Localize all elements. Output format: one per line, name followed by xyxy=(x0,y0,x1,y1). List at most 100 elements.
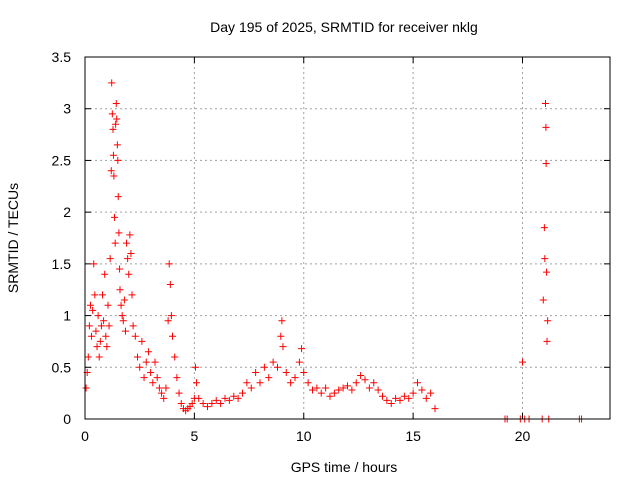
data-point xyxy=(352,379,360,387)
y-tick-label: 2.5 xyxy=(52,152,72,168)
data-point xyxy=(92,327,100,335)
data-point xyxy=(171,353,179,361)
data-point xyxy=(365,384,373,392)
data-point xyxy=(208,399,216,407)
data-point xyxy=(539,296,547,304)
data-point xyxy=(109,125,117,133)
data-point xyxy=(106,255,114,263)
data-point xyxy=(418,386,426,394)
data-point xyxy=(121,327,129,335)
data-point xyxy=(89,306,97,314)
data-point xyxy=(405,394,413,402)
data-point xyxy=(542,123,550,131)
data-point xyxy=(91,291,99,299)
data-point xyxy=(361,376,369,384)
data-point xyxy=(542,160,550,168)
data-point xyxy=(193,379,201,387)
chart-title: Day 195 of 2025, SRMTID for receiver nkl… xyxy=(210,19,478,35)
data-point xyxy=(90,260,98,268)
data-point xyxy=(295,358,303,366)
plot-frame xyxy=(84,56,611,420)
data-point xyxy=(422,394,430,402)
data-point xyxy=(173,374,181,382)
data-point xyxy=(313,384,321,392)
data-point xyxy=(269,358,277,366)
data-point xyxy=(101,270,109,278)
data-point xyxy=(344,382,351,390)
x-tick-label: 15 xyxy=(405,428,421,444)
y-tick-label: 3 xyxy=(63,101,71,117)
data-point xyxy=(149,379,157,387)
x-axis-label: GPS time / hours xyxy=(291,459,398,475)
data-point xyxy=(431,405,439,413)
data-point xyxy=(544,317,552,325)
data-point xyxy=(247,384,255,392)
x-tick-label: 5 xyxy=(190,428,198,444)
data-point xyxy=(199,399,207,407)
data-point xyxy=(112,100,120,108)
data-point xyxy=(291,374,299,382)
data-point xyxy=(107,167,115,175)
data-point xyxy=(127,250,135,258)
data-point xyxy=(278,317,286,325)
data-point xyxy=(204,403,211,411)
data-point xyxy=(116,265,124,273)
data-point xyxy=(540,224,548,232)
data-point xyxy=(158,389,166,397)
y-tick-label: 1 xyxy=(63,308,71,324)
data-point xyxy=(239,389,246,397)
data-point xyxy=(131,332,139,340)
data-point xyxy=(118,312,126,320)
data-point xyxy=(120,296,128,304)
y-tick-label: 3.5 xyxy=(52,49,72,65)
data-point xyxy=(119,317,127,325)
data-point xyxy=(114,193,122,201)
data-point xyxy=(103,343,111,351)
data-point xyxy=(136,363,144,371)
data-point xyxy=(166,281,174,289)
data-point xyxy=(82,384,90,392)
data-point xyxy=(188,399,196,407)
data-point xyxy=(108,79,116,87)
data-point xyxy=(279,343,287,351)
data-point xyxy=(317,389,325,397)
data-point xyxy=(274,363,281,371)
data-point xyxy=(225,396,233,404)
data-point xyxy=(298,345,306,353)
data-point xyxy=(409,389,417,397)
data-point xyxy=(234,394,242,402)
data-point xyxy=(147,368,155,376)
data-point xyxy=(125,270,133,278)
data-point xyxy=(85,322,93,330)
data-point xyxy=(400,392,408,400)
data-point xyxy=(151,358,159,366)
y-tick-label: 0 xyxy=(63,411,71,427)
data-point xyxy=(112,120,120,128)
data-point xyxy=(243,379,251,387)
data-point xyxy=(300,368,308,376)
data-point xyxy=(195,394,203,402)
data-point xyxy=(309,386,316,394)
data-point xyxy=(105,322,113,330)
data-point xyxy=(339,384,347,392)
data-point xyxy=(111,213,119,221)
data-point xyxy=(383,396,391,404)
data-point xyxy=(165,260,173,268)
data-point xyxy=(175,389,183,397)
data-point xyxy=(330,389,338,397)
tick-labels: 0 0.5 1 1.5 2 2.5 3 3.5 0 5 10 15 20 xyxy=(52,49,531,444)
data-point xyxy=(97,322,105,330)
data-point xyxy=(84,353,92,361)
x-tick-label: 0 xyxy=(81,428,89,444)
data-point xyxy=(167,312,175,320)
data-point xyxy=(100,317,108,325)
data-point xyxy=(96,337,104,345)
data-point xyxy=(541,100,549,108)
data-point xyxy=(164,317,172,325)
data-point xyxy=(88,332,96,340)
y-tick-label: 1.5 xyxy=(52,256,72,272)
data-point xyxy=(94,312,102,320)
y-tick-label: 2 xyxy=(63,204,71,220)
data-point xyxy=(138,337,146,345)
